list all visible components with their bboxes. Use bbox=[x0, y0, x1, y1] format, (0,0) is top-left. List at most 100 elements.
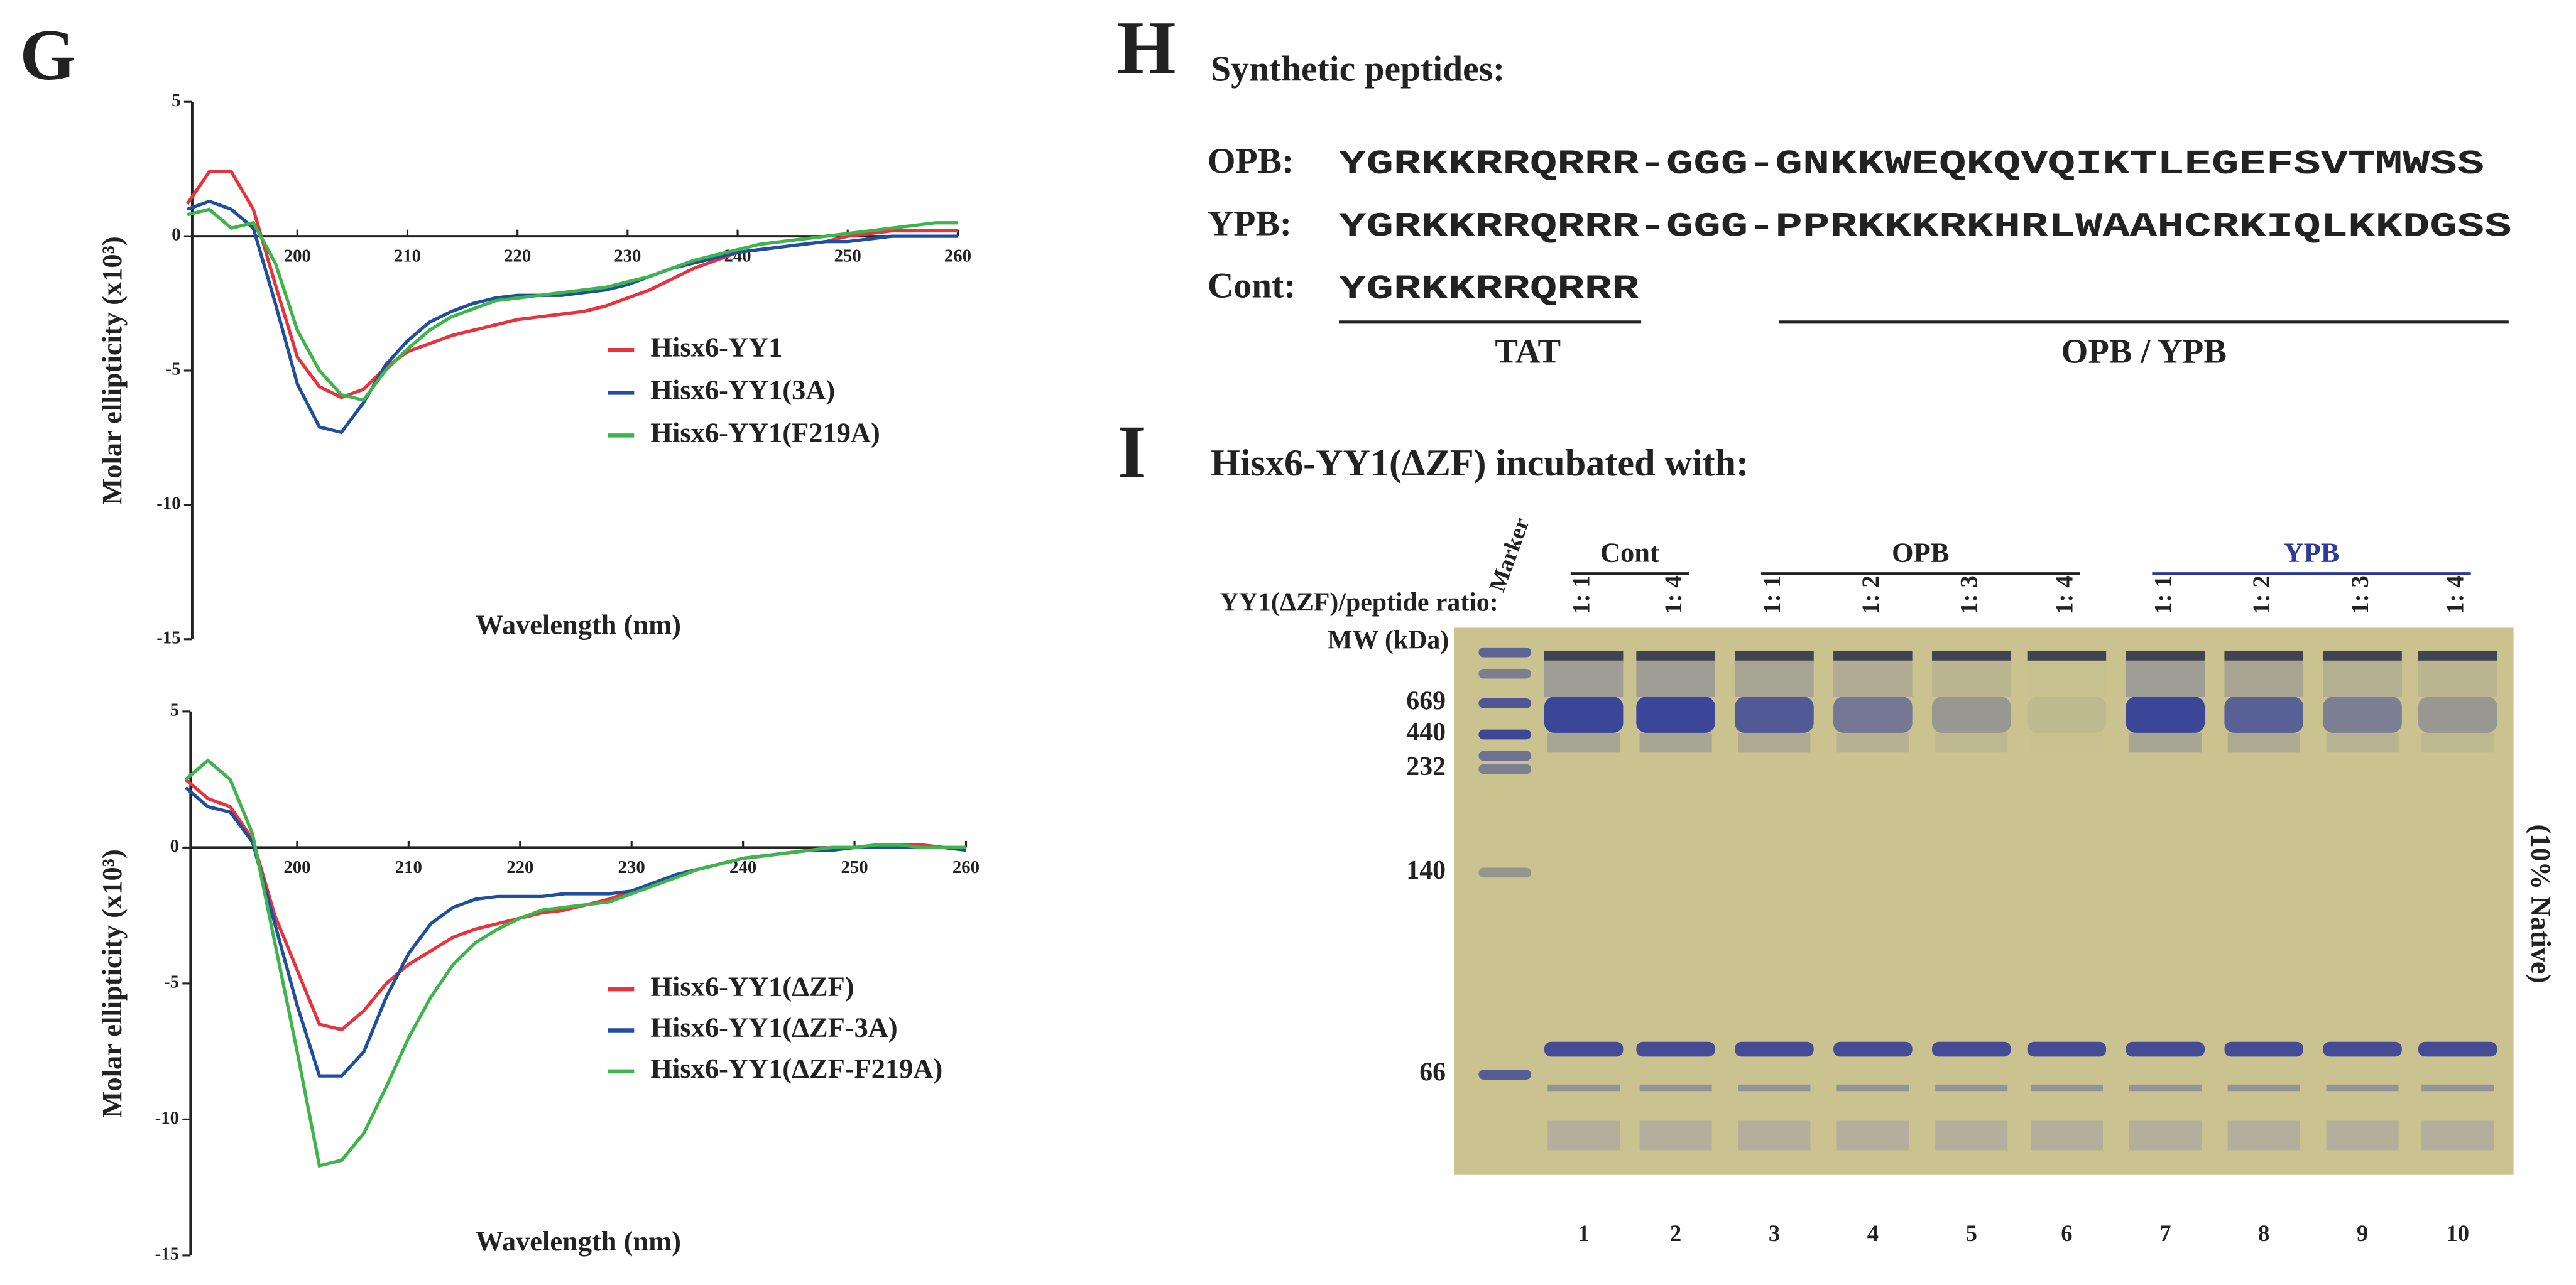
mw-marker-label: 66 bbox=[1419, 1058, 1446, 1087]
ratio-label: 1: 4 bbox=[2442, 575, 2469, 614]
faint-smear bbox=[1738, 1120, 1811, 1151]
ratio-label: 1: 2 bbox=[2248, 575, 2275, 614]
well-band bbox=[1932, 651, 2011, 661]
bracket-label: OPB / YPB bbox=[2061, 332, 2227, 371]
lane-number: 7 bbox=[2159, 1220, 2171, 1246]
faint-smear bbox=[1836, 1120, 1909, 1151]
mw-marker-label: 440 bbox=[1406, 718, 1446, 747]
legend-label: Hisx6-YY1(3A) bbox=[650, 374, 835, 406]
mw-label: MW (kDa) bbox=[1328, 626, 1449, 655]
ratio-label: 1: 4 bbox=[1660, 575, 1687, 614]
marker-band bbox=[1478, 867, 1531, 878]
peptide-sequence: YGRKKRRQRRR-GGG-PPRKKKRKHRLWAAHCRKIQLKKD… bbox=[1339, 208, 2511, 247]
faint-band bbox=[1547, 1084, 1620, 1092]
smear bbox=[2227, 732, 2300, 753]
peptide-label: Cont: bbox=[1208, 266, 1296, 306]
x-tick-label: 210 bbox=[395, 857, 422, 877]
mw-marker-label: 669 bbox=[1406, 686, 1446, 715]
y-tick-label: -15 bbox=[156, 627, 180, 648]
group-label: OPB bbox=[1892, 537, 1949, 568]
faint-band bbox=[1738, 1084, 1811, 1092]
well-band bbox=[1544, 651, 1624, 661]
x-tick-label: 220 bbox=[506, 857, 533, 877]
faint-band bbox=[1639, 1084, 1712, 1092]
faint-smear bbox=[2227, 1120, 2300, 1151]
x-tick-label: 210 bbox=[394, 246, 421, 266]
ratio-label: 1: 3 bbox=[2347, 575, 2374, 614]
peptide-sequence: YGRKKRRQRRR-GGG-GNKKWEQKQVQIKTLEGEFSVTMW… bbox=[1339, 145, 2484, 184]
peptide-sequence: YGRKKRRQRRR bbox=[1339, 270, 1639, 309]
monomer-band bbox=[2126, 1041, 2205, 1057]
smear bbox=[2224, 660, 2303, 697]
panel-title: Hisx6-YY1(ΔZF) incubated with: bbox=[1211, 442, 1749, 484]
monomer-band bbox=[2323, 1041, 2402, 1057]
lane-number: 1 bbox=[1578, 1220, 1590, 1246]
smear bbox=[1833, 660, 1913, 697]
faint-smear bbox=[1935, 1120, 2008, 1151]
x-tick-label: 230 bbox=[618, 857, 645, 877]
lane-number: 2 bbox=[1670, 1220, 1681, 1246]
y-tick-label: 5 bbox=[170, 700, 179, 720]
y-tick-label: 0 bbox=[172, 225, 180, 245]
smear bbox=[2126, 660, 2205, 697]
lane-number: 4 bbox=[1867, 1220, 1879, 1246]
well-band bbox=[1833, 651, 1913, 661]
x-axis-label: Wavelength (nm) bbox=[476, 1225, 681, 1257]
marker-band bbox=[1478, 698, 1531, 708]
monomer-band bbox=[1735, 1041, 1814, 1057]
legend-label: Hisx6-YY1(ΔZF-3A) bbox=[650, 1012, 897, 1043]
peptide-label: YPB: bbox=[1208, 203, 1292, 243]
smear bbox=[2129, 732, 2202, 753]
complex-band bbox=[2224, 697, 2303, 733]
smear bbox=[2031, 733, 2103, 752]
faint-band bbox=[2030, 1084, 2103, 1092]
well-band bbox=[1735, 651, 1814, 661]
faint-band bbox=[1836, 1084, 1909, 1092]
smear bbox=[2028, 661, 2107, 697]
data-line bbox=[187, 207, 958, 402]
faint-smear bbox=[2326, 1120, 2399, 1151]
smear bbox=[2323, 660, 2402, 697]
lane-number: 10 bbox=[2446, 1220, 2469, 1246]
peptide-label: OPB: bbox=[1208, 141, 1294, 181]
faint-band bbox=[1935, 1084, 2008, 1092]
ratio-label: 1: 3 bbox=[1956, 575, 1983, 614]
y-tick-label: -15 bbox=[155, 1244, 179, 1264]
panel-title: Synthetic peptides: bbox=[1211, 49, 1505, 89]
complex-band bbox=[1833, 697, 1913, 733]
faint-smear bbox=[1547, 1120, 1620, 1151]
x-tick-label: 200 bbox=[283, 857, 310, 877]
lane-number: 6 bbox=[2061, 1220, 2072, 1246]
ratio-label: 1: 2 bbox=[1857, 575, 1884, 614]
group-label: Cont bbox=[1600, 537, 1659, 568]
y-tick-label: -10 bbox=[156, 493, 180, 513]
faint-band bbox=[2129, 1084, 2202, 1092]
well-band bbox=[2323, 651, 2402, 661]
x-axis-label: Wavelength (nm) bbox=[476, 609, 681, 641]
complex-band bbox=[2027, 697, 2107, 733]
x-tick-label: 220 bbox=[504, 246, 531, 266]
faint-band bbox=[2326, 1084, 2399, 1092]
panel-letter: I bbox=[1117, 411, 1147, 494]
smear bbox=[2326, 732, 2399, 753]
complex-band bbox=[1636, 697, 1715, 733]
smear bbox=[1636, 660, 1715, 697]
smear bbox=[1735, 660, 1814, 697]
monomer-band bbox=[2224, 1041, 2303, 1057]
faint-smear bbox=[2030, 1120, 2103, 1151]
faint-smear bbox=[1639, 1120, 1712, 1151]
panel-letter: H bbox=[1117, 7, 1176, 90]
well-band bbox=[2224, 651, 2303, 661]
smear bbox=[1738, 732, 1811, 753]
smear bbox=[2418, 660, 2497, 697]
marker-band bbox=[1478, 1070, 1531, 1080]
smear bbox=[1547, 732, 1620, 753]
ratio-label: YY1(ΔZF)/peptide ratio: bbox=[1220, 588, 1498, 617]
data-line bbox=[185, 170, 958, 399]
gel-label: (10% Native) bbox=[2526, 824, 2557, 983]
complex-band bbox=[2126, 697, 2205, 733]
marker-band bbox=[1478, 647, 1531, 658]
monomer-band bbox=[1544, 1041, 1624, 1057]
mw-marker-label: 140 bbox=[1406, 856, 1446, 885]
